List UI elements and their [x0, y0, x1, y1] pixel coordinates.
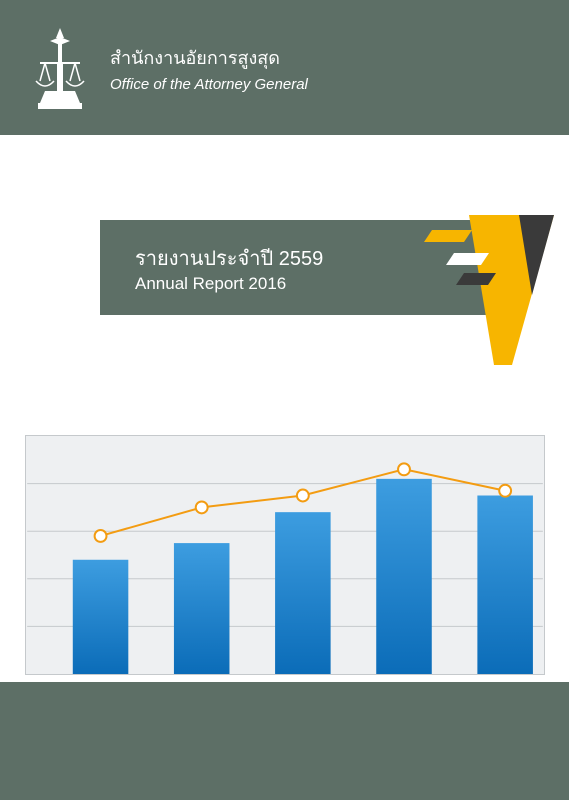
org-name-english: Office of the Attorney General — [110, 76, 308, 93]
org-logo-icon — [30, 23, 90, 113]
chart-svg — [26, 436, 544, 674]
header-band: สำนักงานอัยการสูงสุด Office of the Attor… — [0, 0, 569, 135]
bar-line-chart — [25, 435, 545, 675]
header-text: สำนักงานอัยการสูงสุด Office of the Attor… — [110, 43, 308, 93]
report-cover: สำนักงานอัยการสูงสุด Office of the Attor… — [0, 0, 569, 800]
org-name-thai: สำนักงานอัยการสูงสุด — [110, 43, 308, 72]
decorative-shapes — [414, 215, 554, 365]
chart-bars — [73, 479, 533, 674]
bottom-band — [0, 682, 569, 800]
